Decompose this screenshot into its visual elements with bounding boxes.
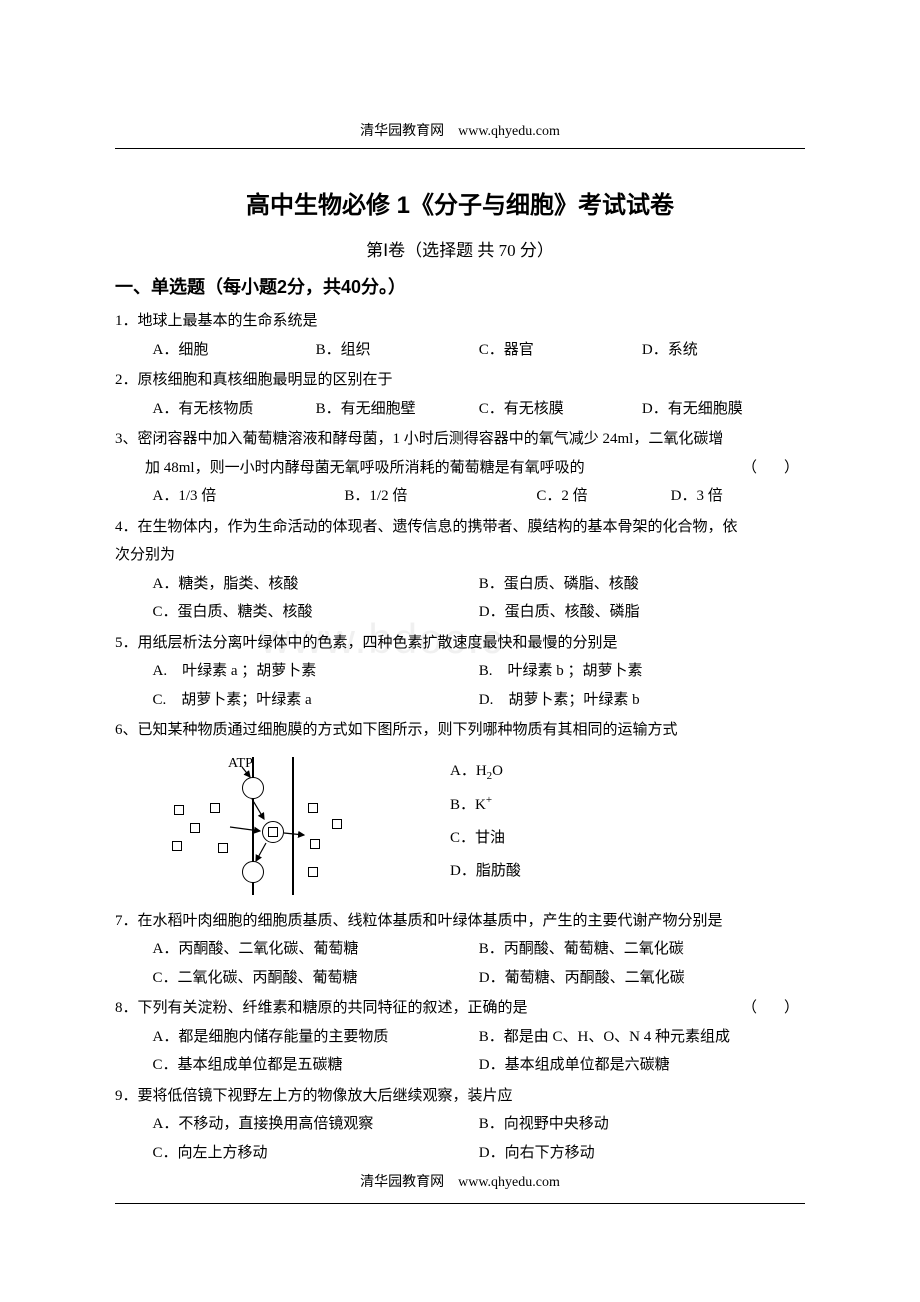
question-1: 1．地球上最基本的生命系统是 A．细胞 B．组织 C．器官 D．系统 (115, 307, 805, 364)
q7-opt-c: C．二氧化碳、丙酮酸、葡萄糖 (153, 964, 479, 993)
q6-opt-d: D．脂肪酸 (450, 855, 521, 888)
q8-opt-a: A．都是细胞内储存能量的主要物质 (153, 1023, 479, 1052)
q8-text: 8．下列有关淀粉、纤维素和糖原的共同特征的叙述，正确的是 （ ） (115, 994, 805, 1023)
q2-opt-b: B．有无细胞壁 (316, 395, 479, 424)
q3-opt-c: C．2 倍 (536, 482, 670, 511)
question-8: 8．下列有关淀粉、纤维素和糖原的共同特征的叙述，正确的是 （ ） A．都是细胞内… (115, 994, 805, 1080)
q8-opt-b: B．都是由 C、H、O、N 4 种元素组成 (479, 1023, 805, 1052)
q1-opt-b: B．组织 (316, 336, 479, 365)
q6-opt-c: C．甘油 (450, 822, 521, 855)
question-5: 5．用纸层析法分离叶绿体中的色素，四种色素扩散速度最快和最慢的分别是 A. 叶绿… (115, 629, 805, 715)
question-7: 7．在水稻叶肉细胞的细胞质基质、线粒体基质和叶绿体基质中，产生的主要代谢产物分别… (115, 907, 805, 993)
question-6: 6、已知某种物质通过细胞膜的方式如下图所示，则下列哪种物质有其相同的运输方式 A… (115, 716, 805, 899)
q7-opt-b: B．丙酮酸、葡萄糖、二氧化碳 (479, 935, 805, 964)
q3-line1: 3、密闭容器中加入葡萄糖溶液和酵母菌，1 小时后测得容器中的氧气减少 24ml，… (115, 425, 805, 454)
q3-opt-a: A．1/3 倍 (153, 482, 345, 511)
page-header: 清华园教育网 www.qhyedu.com (115, 120, 805, 140)
q4-line1: 4．在生物体内，作为生命活动的体现者、遗传信息的携带者、膜结构的基本骨架的化合物… (115, 513, 805, 542)
q2-text: 2．原核细胞和真核细胞最明显的区别在于 (115, 366, 805, 395)
q3-opt-d: D．3 倍 (671, 482, 805, 511)
q9-opt-a: A．不移动，直接换用高倍镜观察 (153, 1110, 479, 1139)
q4-opt-d: D．蛋白质、核酸、磷脂 (479, 598, 805, 627)
q4-line2: 次分别为 (115, 541, 805, 570)
q5-opt-b: B. 叶绿素 b ；胡萝卜素 (479, 657, 805, 686)
exam-title: 高中生物必修 1《分子与细胞》考试试卷 (115, 185, 805, 220)
q4-opt-c: C．蛋白质、糖类、核酸 (153, 598, 479, 627)
q4-opt-b: B．蛋白质、磷脂、核酸 (479, 570, 805, 599)
section-heading: 一、单选题（每小题2分，共40分。） (115, 273, 805, 299)
q2-opt-d: D．有无细胞膜 (642, 395, 805, 424)
q8-paren: （ ） (742, 994, 805, 1023)
q4-opt-a: A．糖类，脂类、核酸 (153, 570, 479, 599)
q5-opt-d: D. 胡萝卜素；叶绿素 b (479, 686, 805, 715)
q9-opt-c: C．向左上方移动 (153, 1139, 479, 1168)
q6-text: 6、已知某种物质通过细胞膜的方式如下图所示，则下列哪种物质有其相同的运输方式 (115, 716, 805, 745)
q2-opt-c: C．有无核膜 (479, 395, 642, 424)
q7-text: 7．在水稻叶肉细胞的细胞质基质、线粒体基质和叶绿体基质中，产生的主要代谢产物分别… (115, 907, 805, 936)
q6-options: A．H2O B．K+ C．甘油 D．脂肪酸 (390, 749, 521, 888)
q1-opt-a: A．细胞 (153, 336, 316, 365)
q3-opt-b: B．1/2 倍 (344, 482, 536, 511)
header-rule (115, 148, 805, 149)
q3-line2-text: 加 48ml，则一小时内酵母菌无氧呼吸所消耗的葡萄糖是有氧呼吸的 (145, 460, 585, 476)
q1-text: 1．地球上最基本的生命系统是 (115, 307, 805, 336)
q8-opt-d: D．基本组成单位都是六碳糖 (479, 1051, 805, 1080)
q6-opt-b: B．K+ (450, 788, 521, 822)
question-3: 3、密闭容器中加入葡萄糖溶液和酵母菌，1 小时后测得容器中的氧气减少 24ml，… (115, 425, 805, 511)
page-footer: 清华园教育网 www.qhyedu.com (115, 1171, 805, 1191)
q1-opt-d: D．系统 (642, 336, 805, 365)
question-9: 9．要将低倍镜下视野左上方的物像放大后继续观察，装片应 A．不移动，直接换用高倍… (115, 1082, 805, 1168)
q5-opt-c: C. 胡萝卜素；叶绿素 a (153, 686, 479, 715)
q6-opt-a: A．H2O (450, 755, 521, 788)
footer-rule (115, 1203, 805, 1204)
q7-opt-d: D．葡萄糖、丙酮酸、二氧化碳 (479, 964, 805, 993)
q9-opt-d: D．向右下方移动 (479, 1139, 805, 1168)
q7-opt-a: A．丙酮酸、二氧化碳、葡萄糖 (153, 935, 479, 964)
exam-subtitle: 第Ⅰ卷（选择题 共 70 分） (115, 236, 805, 261)
q9-opt-b: B．向视野中央移动 (479, 1110, 805, 1139)
q3-line2: 加 48ml，则一小时内酵母菌无氧呼吸所消耗的葡萄糖是有氧呼吸的 （ ） (115, 454, 805, 483)
arrows-svg (160, 749, 390, 899)
q2-opt-a: A．有无核物质 (153, 395, 316, 424)
q1-opt-c: C．器官 (479, 336, 642, 365)
q8-opt-c: C．基本组成单位都是五碳糖 (153, 1051, 479, 1080)
q6-diagram: ATP (160, 749, 390, 899)
q5-text: 5．用纸层析法分离叶绿体中的色素，四种色素扩散速度最快和最慢的分别是 (115, 629, 805, 658)
question-2: 2．原核细胞和真核细胞最明显的区别在于 A．有无核物质 B．有无细胞壁 C．有无… (115, 366, 805, 423)
q3-paren: （ ） (742, 454, 805, 483)
q5-opt-a: A. 叶绿素 a ；胡萝卜素 (153, 657, 479, 686)
q9-text: 9．要将低倍镜下视野左上方的物像放大后继续观察，装片应 (115, 1082, 805, 1111)
question-4: 4．在生物体内，作为生命活动的体现者、遗传信息的携带者、膜结构的基本骨架的化合物… (115, 513, 805, 627)
